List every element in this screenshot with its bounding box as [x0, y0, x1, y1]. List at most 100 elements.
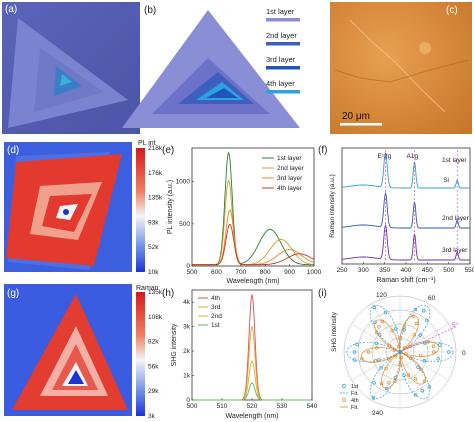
panel-b: (b) 1st layer 2nd layer 3rd layer 4th layer [122, 5, 300, 128]
panel-h: (h) 500 510 520 530 540 0 1k 2k 3k 4k 4th 3rd 2nd 1s… [162, 288, 318, 420]
polar-point [393, 354, 398, 358]
raman-curves: 1st layer 2nd layer 3rd layer [341, 150, 470, 262]
polar-point [397, 344, 401, 349]
polar-point [422, 308, 426, 313]
polar-point [420, 388, 425, 393]
x-tick-label: 700 [235, 269, 246, 276]
afm-feature [419, 42, 431, 54]
pl-curves [192, 151, 314, 266]
colorbar-tick: 176k [148, 170, 163, 177]
plot-frame [191, 147, 315, 267]
y-axis-label: SHG intensity [331, 311, 338, 351]
polar-point [404, 352, 408, 356]
colorbar-title: Raman [136, 285, 159, 292]
legend-label: 1st [211, 322, 220, 329]
scale-bar-label: 20 μm [342, 111, 370, 122]
polar-spoke [399, 303, 429, 353]
legend-swatch [266, 90, 300, 94]
colorbar-tick: 29k [148, 388, 159, 395]
polar-point [424, 318, 429, 323]
x-tick-label: 530 [277, 403, 288, 410]
colorbar-tick: 93k [148, 219, 159, 226]
legend-label: 3rd layer [277, 175, 303, 182]
x-tick-label: 900 [284, 269, 295, 276]
y-tick-label: 500 [179, 221, 190, 228]
polar-point [422, 379, 427, 384]
polar-point [394, 327, 398, 331]
x-axis-label: Wavelength (nm) [226, 278, 279, 285]
raman-ticks: 250 300 350 400 450 500 550 [337, 262, 474, 274]
polar-point [352, 358, 357, 362]
panel-label: (e) [162, 145, 174, 156]
legend-label: 2nd layer [266, 31, 297, 40]
shg-legend: 4th 3rd 2nd 1st [198, 295, 222, 329]
polar-point [374, 341, 379, 346]
pl-series-line [192, 223, 314, 266]
x-tick-label: 250 [337, 267, 348, 274]
polar-spoke [399, 351, 429, 401]
polar-point [427, 385, 432, 389]
polar-fit [360, 315, 440, 389]
polar-point [355, 342, 359, 347]
polar-point [409, 356, 413, 361]
polar-point [431, 344, 436, 348]
x-tick-label: 400 [401, 267, 412, 274]
afm-edge-2 [334, 59, 469, 83]
panel-d: (d) PL int 218k 176k 135k 93k 52k 10k [4, 140, 163, 276]
legend-label: 1st [351, 384, 359, 390]
panel-label: (f) [318, 145, 327, 156]
polar-point [403, 346, 407, 350]
legend-label: 2nd [211, 313, 222, 320]
polar-point [418, 353, 423, 358]
raman-series-line [341, 191, 470, 229]
colorbar-title: PL int [138, 140, 156, 147]
x-tick-label: 450 [422, 267, 433, 274]
y-tick-label: 4k [183, 299, 191, 306]
pl-legend: 1st layer 2nd layer 3rd layer 4th layer [262, 155, 305, 192]
polar-point [413, 392, 418, 397]
scale-bar [340, 123, 382, 126]
angle-label: 240 [372, 410, 383, 417]
flake-layer-4 [60, 74, 72, 86]
shg-curves [192, 293, 312, 401]
x-tick-label: 350 [379, 267, 390, 274]
polar-point [414, 321, 419, 326]
polar-point [402, 325, 407, 329]
legend-label: 1st layer [277, 155, 302, 162]
colorbar-tick: 108k [148, 314, 163, 321]
polar-point [411, 314, 415, 319]
y-tick-label: 1k [183, 373, 191, 380]
angle-marker [399, 326, 456, 353]
polar-spoke [371, 303, 401, 353]
x-tick-label: 800 [260, 269, 271, 276]
panel-label: (a) [5, 4, 17, 15]
peak-label: E¹2g [378, 153, 392, 160]
legend-label: Fit. [351, 391, 359, 397]
shg-series-line [192, 325, 312, 401]
polar-point [392, 348, 397, 352]
x-tick-label: 300 [358, 267, 369, 274]
polar-point [379, 366, 383, 370]
colorbar-tick: 3k [148, 413, 156, 420]
polar-point [413, 307, 418, 312]
polar-point [375, 346, 379, 350]
panel-label: (h) [162, 288, 174, 299]
legend-label: 1st layer [266, 7, 295, 16]
series-label: 2nd layer [442, 215, 470, 222]
pl-map-center [63, 209, 69, 215]
polar-point [413, 376, 418, 381]
panel-a: (a) [2, 2, 140, 134]
schematic-core [206, 88, 238, 98]
angle-label: 120 [376, 292, 387, 299]
polar-point [372, 380, 376, 385]
polar-point [447, 350, 451, 354]
polar-point [374, 359, 378, 363]
panel-f: (f) 1st layer 2nd layer 3rd layer 250 300 35… [318, 145, 474, 284]
polar-point [418, 333, 422, 338]
colorbar-tick: 82k [148, 339, 159, 346]
angle-label: 60 [428, 295, 436, 302]
x-tick-label: 1000 [307, 269, 322, 276]
afm-edge [349, 19, 446, 113]
